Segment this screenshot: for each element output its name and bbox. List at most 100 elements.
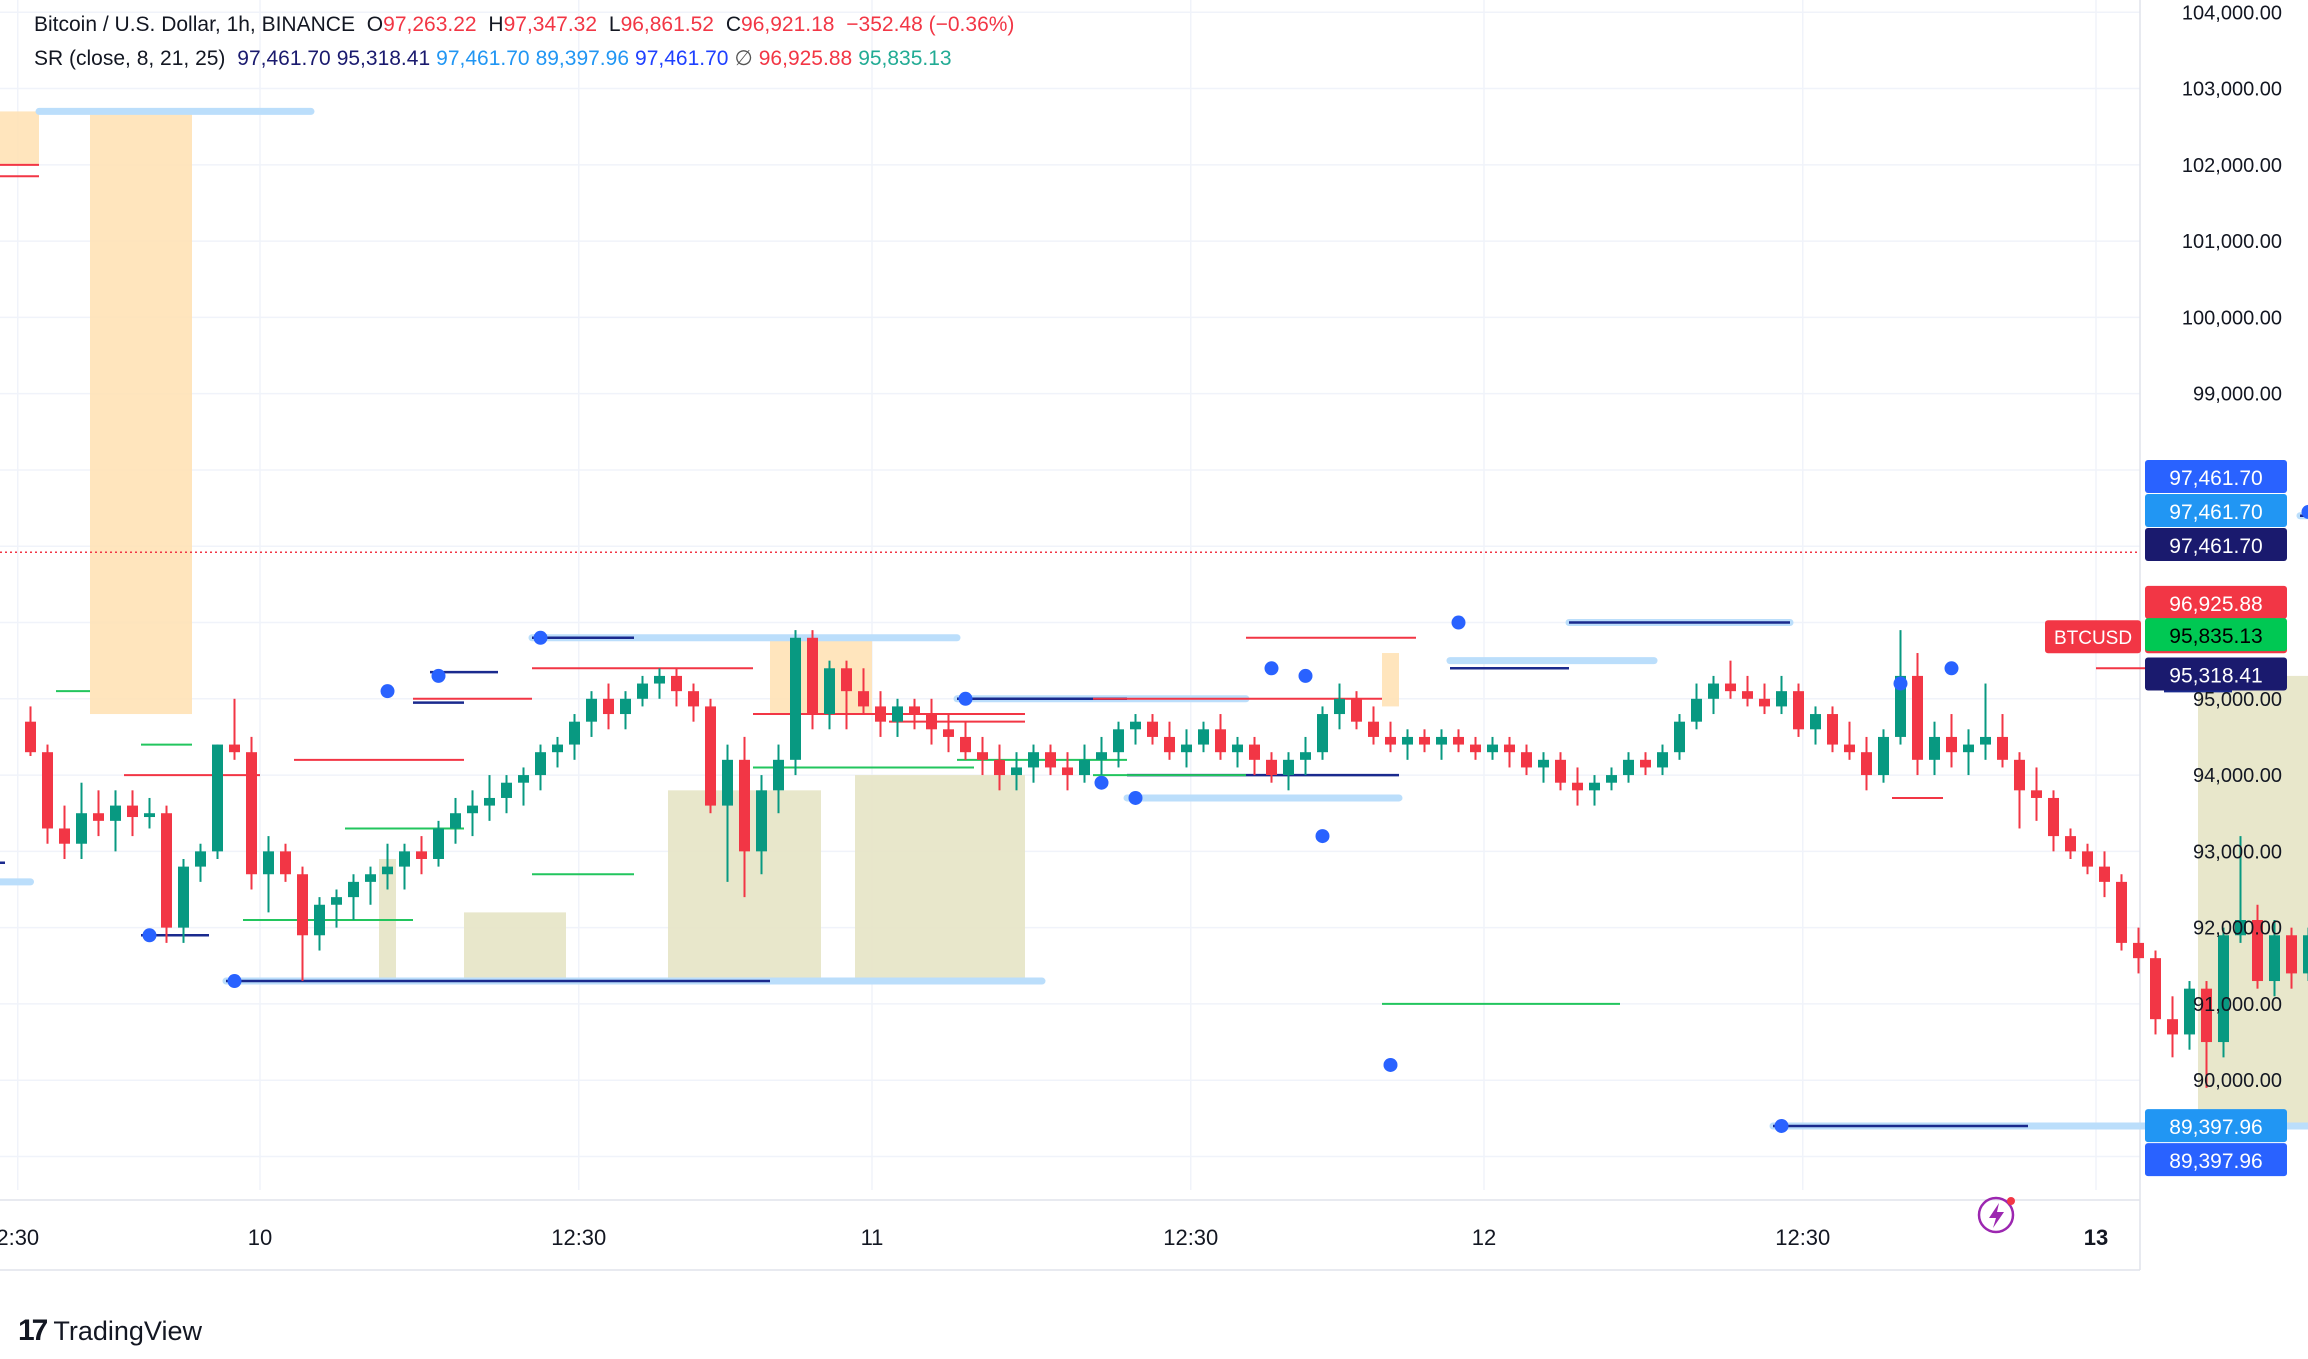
pivot-dot bbox=[431, 668, 446, 683]
candle-body bbox=[637, 683, 648, 699]
demand-zone bbox=[2198, 675, 2308, 1126]
candle-body bbox=[1725, 683, 1736, 692]
price-axis-badge bbox=[2145, 1143, 2287, 1177]
demand-zone bbox=[855, 775, 1025, 982]
price-axis-badge bbox=[2145, 460, 2287, 494]
candle-body bbox=[2252, 920, 2263, 982]
price-axis-badge-label: 95,835.13 bbox=[2169, 625, 2262, 648]
candle-body bbox=[314, 904, 325, 936]
candle-body bbox=[1640, 759, 1651, 768]
pivot-dot bbox=[958, 691, 973, 706]
candle-body bbox=[1283, 759, 1294, 776]
candle-body bbox=[994, 759, 1005, 776]
candle-body bbox=[2184, 988, 2195, 1035]
pivot-dot bbox=[1774, 1118, 1789, 1133]
price-tick-label: 99,000.00 bbox=[2193, 384, 2282, 406]
symbol-legend[interactable]: Bitcoin / U.S. Dollar, 1h, BINANCE O97,2… bbox=[34, 10, 1020, 40]
candle-body bbox=[178, 866, 189, 928]
tradingview-logo[interactable]: 17 TradingView bbox=[18, 1314, 202, 1348]
pivot-dot bbox=[1298, 668, 1313, 683]
price-tick-label: 102,000.00 bbox=[2182, 155, 2282, 177]
candle-body bbox=[1096, 752, 1107, 760]
indicator-name: SR (close, 8, 21, 25) bbox=[34, 47, 226, 70]
candle-body bbox=[1623, 759, 1634, 776]
candle-body bbox=[909, 706, 920, 715]
pivot-dot bbox=[533, 630, 548, 645]
lightning-icon bbox=[1977, 1196, 2015, 1234]
candle-body bbox=[1113, 729, 1124, 753]
pivot-dot bbox=[1315, 829, 1330, 844]
candle-body bbox=[2116, 881, 2127, 943]
price-tick-label: 103,000.00 bbox=[2182, 79, 2282, 101]
candle-body bbox=[127, 805, 138, 818]
pivot-dot bbox=[1944, 661, 1959, 676]
candle-body bbox=[1164, 736, 1175, 753]
pivot-dot bbox=[227, 974, 242, 989]
candle-body bbox=[2218, 935, 2229, 1043]
price-tick-label: 90,000.00 bbox=[2193, 1070, 2282, 1092]
price-tick-label: 92,000.00 bbox=[2193, 918, 2282, 940]
candle-body bbox=[824, 668, 835, 715]
pivot-dot bbox=[380, 684, 395, 699]
candle-body bbox=[297, 874, 308, 936]
candle-body bbox=[926, 714, 937, 730]
candle-body bbox=[1589, 782, 1600, 791]
candle-body bbox=[2065, 836, 2076, 852]
candle-body bbox=[1793, 691, 1804, 730]
candle-body bbox=[1538, 759, 1549, 768]
candle-body bbox=[1453, 736, 1464, 745]
candle-body bbox=[1028, 752, 1039, 768]
time-tick-label: 10 bbox=[248, 1225, 272, 1250]
candle-body bbox=[2167, 1019, 2178, 1035]
time-tick-label: 13 bbox=[2084, 1225, 2108, 1250]
candle-body bbox=[2082, 851, 2093, 867]
candle-body bbox=[1606, 775, 1617, 783]
candle-body bbox=[229, 744, 240, 753]
candle-body bbox=[1351, 698, 1362, 722]
candle-body bbox=[1946, 736, 1957, 753]
indicator-value: 97,461.70 bbox=[436, 47, 530, 70]
candle-body bbox=[518, 775, 529, 783]
candle-body bbox=[467, 805, 478, 814]
candle-body bbox=[1912, 675, 1923, 760]
candle-body bbox=[1572, 782, 1583, 791]
candle-body bbox=[399, 851, 410, 867]
candle-body bbox=[1691, 698, 1702, 722]
candle-body bbox=[2286, 935, 2297, 974]
time-tick-label: 12 bbox=[1472, 1225, 1496, 1250]
candle-body bbox=[1810, 714, 1821, 730]
candle-body bbox=[1504, 744, 1515, 753]
indicator-value: 97,461.70 bbox=[635, 47, 729, 70]
price-axis-badge-label: 89,397.96 bbox=[2169, 1150, 2262, 1173]
candle-body bbox=[1997, 736, 2008, 760]
pivot-dot bbox=[1383, 1057, 1398, 1072]
candle-body bbox=[586, 698, 597, 722]
candle-body bbox=[739, 759, 750, 852]
indicator-legend[interactable]: SR (close, 8, 21, 25) 97,461.70 95,318.41… bbox=[34, 44, 964, 74]
ohlc-low: L96,861.52 bbox=[608, 13, 714, 36]
candle-body bbox=[2150, 958, 2161, 1020]
price-axis-badge-label: 96,925.88 bbox=[2169, 593, 2262, 616]
indicator-value: ∅ bbox=[734, 47, 753, 70]
indicator-values: 97,461.70 95,318.41 97,461.70 89,397.96 97,4… bbox=[237, 47, 957, 70]
candle-body bbox=[42, 752, 53, 829]
candle-body bbox=[1657, 752, 1668, 768]
price-tick-label: 101,000.00 bbox=[2182, 231, 2282, 253]
candle-body bbox=[1181, 744, 1192, 753]
pivot-dot bbox=[2301, 504, 2308, 519]
candle-body bbox=[807, 637, 818, 715]
candle-body bbox=[1674, 721, 1685, 753]
indicator-value: 89,397.96 bbox=[535, 47, 630, 70]
price-axis-badge-label: 97,461.70 bbox=[2169, 467, 2262, 490]
candle-body bbox=[603, 698, 614, 715]
candle-body bbox=[535, 752, 546, 776]
price-axis-badge-label: 97,461.70 bbox=[2169, 501, 2262, 524]
price-tick-label: 100,000.00 bbox=[2182, 307, 2282, 329]
price-axis-badge-label: 89,397.96 bbox=[2169, 1116, 2262, 1139]
candle-body bbox=[161, 813, 172, 928]
candle-body bbox=[2048, 797, 2059, 837]
candle-body bbox=[1487, 744, 1498, 753]
candle-body bbox=[790, 637, 801, 760]
